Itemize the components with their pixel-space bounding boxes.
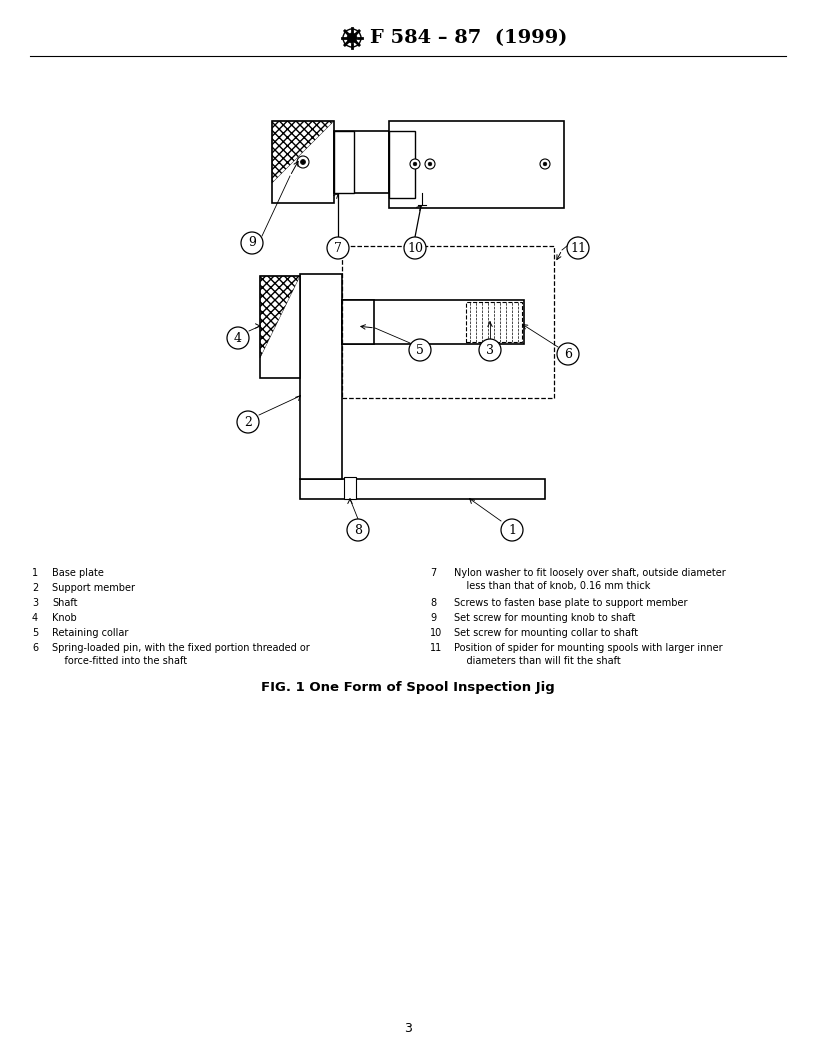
Text: 3: 3 [486,343,494,357]
Circle shape [413,163,417,166]
Circle shape [404,237,426,259]
Text: 9: 9 [248,237,256,249]
Bar [334,131,354,193]
Text: 7: 7 [430,568,437,578]
Bar [272,121,334,203]
Circle shape [567,237,589,259]
Text: 1: 1 [508,524,516,536]
Text: Shaft: Shaft [52,598,78,608]
Text: Spring-loaded pin, with the fixed portion threaded or: Spring-loaded pin, with the fixed portio… [52,643,310,653]
Circle shape [479,339,501,361]
Text: 2: 2 [244,415,252,429]
Circle shape [425,159,435,169]
Text: Set screw for mounting collar to shaft: Set screw for mounting collar to shaft [454,628,638,638]
Bar [342,300,374,344]
Text: Support member: Support member [52,583,135,593]
Text: 9: 9 [430,612,436,623]
Text: Screws to fasten base plate to support member: Screws to fasten base plate to support m… [454,598,688,608]
Text: diameters than will fit the shaft: diameters than will fit the shaft [454,656,621,666]
Circle shape [409,339,431,361]
Text: 10: 10 [407,242,423,254]
Circle shape [410,159,420,169]
Text: F 584 – 87  (1999): F 584 – 87 (1999) [370,29,567,48]
Text: 3: 3 [32,598,38,608]
Circle shape [227,327,249,348]
Text: 1: 1 [32,568,38,578]
Text: 4: 4 [234,332,242,344]
Circle shape [327,237,349,259]
Text: FIG. 1 One Form of Spool Inspection Jig: FIG. 1 One Form of Spool Inspection Jig [261,681,555,695]
Circle shape [543,163,547,166]
Text: Set screw for mounting knob to shaft: Set screw for mounting knob to shaft [454,612,636,623]
Circle shape [347,518,369,541]
Bar [466,302,522,342]
Text: 8: 8 [430,598,436,608]
Circle shape [501,518,523,541]
Text: Position of spider for mounting spools with larger inner: Position of spider for mounting spools w… [454,643,723,653]
Bar [300,479,545,499]
Circle shape [300,159,305,165]
Bar [342,300,524,344]
Text: 5: 5 [416,343,424,357]
Bar [389,121,564,208]
Text: 10: 10 [430,628,442,638]
Text: 4: 4 [32,612,38,623]
Bar [344,477,356,499]
Text: 5: 5 [32,628,38,638]
Bar [300,274,342,479]
Bar [334,131,389,193]
Text: Base plate: Base plate [52,568,104,578]
Bar [389,131,415,199]
Text: 11: 11 [570,242,586,254]
Circle shape [557,343,579,365]
Circle shape [540,159,550,169]
Text: 7: 7 [334,242,342,254]
Bar [342,246,554,398]
Text: Nylon washer to fit loosely over shaft, outside diameter: Nylon washer to fit loosely over shaft, … [454,568,725,578]
Text: force-fitted into the shaft: force-fitted into the shaft [52,656,187,666]
Text: Knob: Knob [52,612,77,623]
Bar [260,276,300,378]
Text: 8: 8 [354,524,362,536]
Circle shape [347,33,357,43]
Circle shape [297,156,309,168]
Text: 11: 11 [430,643,442,653]
Circle shape [343,29,361,48]
Circle shape [237,411,259,433]
Text: Retaining collar: Retaining collar [52,628,128,638]
Circle shape [428,163,432,166]
Text: less than that of knob, 0.16 mm thick: less than that of knob, 0.16 mm thick [454,581,650,591]
Text: 6: 6 [32,643,38,653]
Text: 2: 2 [32,583,38,593]
Text: 6: 6 [564,347,572,360]
Text: 3: 3 [404,1021,412,1035]
Circle shape [241,232,263,254]
